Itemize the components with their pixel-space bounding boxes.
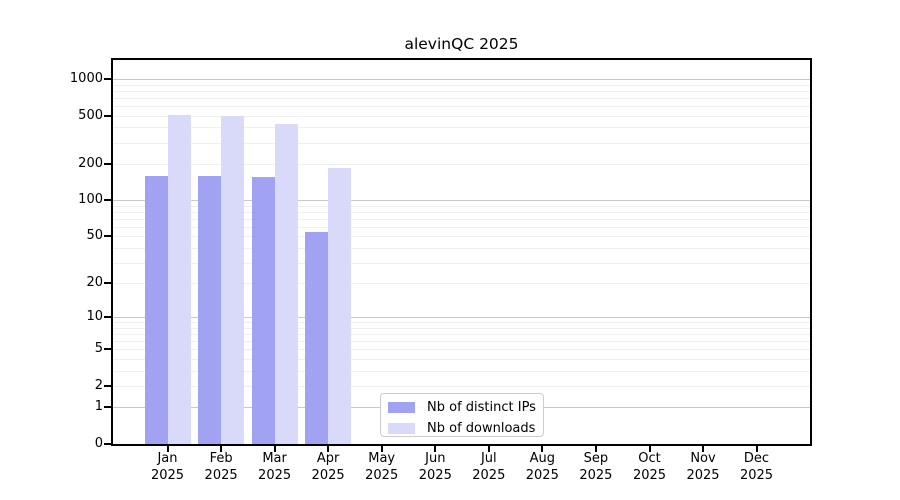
x-tick-label-sep: Sep 2025 — [579, 451, 613, 483]
gridline-8 — [113, 327, 810, 329]
x-tick-dec — [755, 446, 758, 452]
x-tick-label-jan: Jan 2025 — [150, 451, 185, 483]
gridline-2 — [113, 386, 810, 387]
x-tick-jan — [166, 446, 169, 452]
gridline-90 — [113, 205, 810, 207]
y-tick-1 — [104, 406, 111, 409]
x-tick-feb — [220, 446, 223, 452]
gridline-7 — [113, 334, 810, 336]
gridline-60 — [113, 226, 810, 228]
y-tick-label-5: 5 — [94, 341, 103, 357]
y-tick-50 — [104, 235, 111, 238]
y-tick-100 — [104, 199, 111, 202]
gridline-20 — [113, 283, 810, 285]
x-tick-label-dec: Dec 2025 — [739, 451, 774, 483]
y-tick-0 — [104, 443, 111, 445]
gridline-9 — [113, 322, 810, 324]
y-tick-10 — [104, 316, 111, 319]
bar-mar-downloads — [274, 124, 298, 444]
x-tick-label-nov: Nov 2025 — [686, 451, 720, 483]
y-tick-label-1: 1 — [94, 399, 103, 415]
y-tick-label-2: 2 — [94, 378, 103, 393]
bar-jan-downloads — [167, 114, 191, 444]
x-tick-jun — [434, 446, 437, 452]
chart-title: alevinQC 2025 — [404, 35, 519, 53]
y-tick-500 — [104, 114, 111, 117]
x-tick-label-may: May 2025 — [365, 451, 399, 483]
gridline-800 — [113, 90, 810, 92]
gridline-70 — [113, 218, 810, 220]
y-tick-label-20: 20 — [86, 275, 103, 291]
gridline-100 — [113, 200, 810, 202]
x-tick-label-feb: Feb 2025 — [204, 451, 238, 483]
bar-apr-downloads — [328, 167, 352, 444]
x-tick-aug — [541, 446, 544, 452]
x-tick-label-apr: Apr 2025 — [311, 451, 345, 483]
bar-apr-ips — [305, 232, 329, 444]
legend-swatch-icon — [388, 422, 415, 434]
x-tick-label-aug: Aug 2025 — [525, 451, 559, 483]
gridline-1000 — [113, 79, 810, 80]
x-tick-label-oct: Oct 2025 — [632, 451, 667, 483]
y-tick-label-10: 10 — [86, 309, 103, 325]
legend-label: Nb of distinct IPs — [427, 399, 536, 415]
y-tick-label-1000: 1000 — [69, 71, 103, 86]
y-tick-2 — [104, 385, 111, 387]
plot-area — [111, 58, 812, 446]
y-tick-5 — [104, 348, 111, 351]
gridline-600 — [113, 106, 810, 107]
x-tick-label-mar: Mar 2025 — [258, 451, 292, 483]
x-tick-sep — [594, 446, 597, 452]
x-tick-nov — [702, 446, 704, 452]
x-tick-oct — [648, 446, 651, 452]
y-tick-label-50: 50 — [86, 228, 103, 244]
x-tick-mar — [273, 446, 276, 452]
gridline-700 — [113, 97, 810, 99]
gridline-300 — [113, 142, 810, 144]
gridline-4 — [113, 359, 810, 360]
gridline-80 — [113, 211, 810, 213]
legend-swatch-icon — [388, 401, 415, 413]
gridline-10 — [113, 317, 810, 319]
bar-feb-ips — [198, 176, 221, 444]
bar-feb-downloads — [221, 115, 244, 444]
x-tick-label-jun: Jun 2025 — [418, 451, 452, 483]
gridline-900 — [113, 84, 810, 86]
gridline-200 — [113, 163, 810, 165]
y-tick-label-0: 0 — [94, 436, 103, 451]
legend-item-downloads: Nb of downloads — [388, 419, 543, 437]
gridline-40 — [113, 247, 810, 249]
legend-label: Nb of downloads — [427, 420, 536, 436]
y-tick-label-500: 500 — [78, 107, 103, 123]
gridline-50 — [113, 236, 810, 238]
bar-jan-ips — [144, 175, 168, 444]
bar-mar-ips — [251, 176, 275, 444]
gridline-30 — [113, 262, 810, 264]
x-tick-label-jul: Jul 2025 — [472, 451, 506, 483]
x-tick-apr — [327, 446, 330, 452]
y-tick-label-100: 100 — [78, 192, 103, 208]
gridline-3 — [113, 370, 810, 372]
legend-item-distinct-ips: Nb of distinct IPs — [388, 398, 543, 416]
gridline-400 — [113, 127, 810, 129]
x-tick-may — [380, 446, 383, 452]
y-tick-label-200: 200 — [78, 155, 103, 171]
gridline-500 — [113, 115, 810, 117]
x-tick-jul — [487, 446, 490, 452]
y-tick-1000 — [104, 78, 111, 80]
legend: Nb of distinct IPs Nb of downloads — [380, 393, 544, 437]
gridline-6 — [113, 341, 810, 343]
y-tick-20 — [104, 282, 111, 285]
gridline-5 — [113, 349, 810, 351]
y-tick-200 — [104, 162, 111, 165]
